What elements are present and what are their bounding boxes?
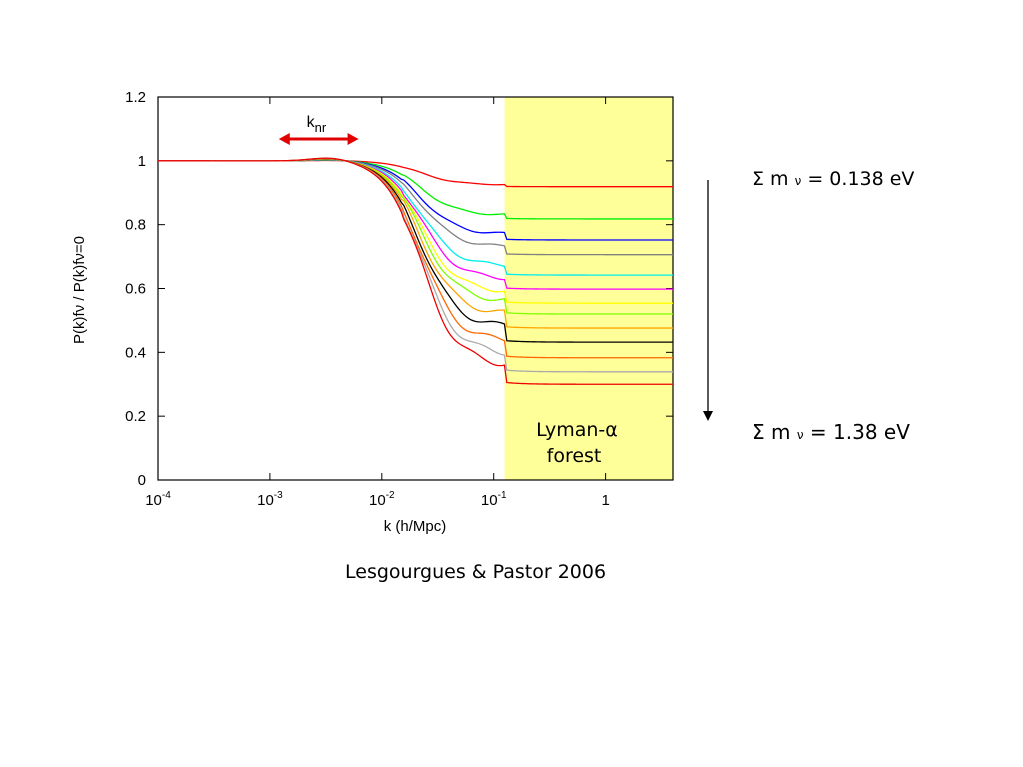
x-tick-label-exponent: -1 xyxy=(498,490,507,501)
y-tick-label: 0.8 xyxy=(125,217,146,234)
x-tick-label: 10-1 xyxy=(481,490,507,509)
x-tick-label-base: 10 xyxy=(481,492,498,509)
x-tick-label: 10-2 xyxy=(369,490,395,509)
knr-arrow-head-left xyxy=(278,133,290,145)
knr-label-subscript: nr xyxy=(315,120,327,135)
annotation-top-sum: Σ m xyxy=(752,168,789,190)
x-tick-label-base: 1 xyxy=(601,492,609,509)
knr-label: knr xyxy=(307,114,327,135)
y-tick-label: 1 xyxy=(138,153,146,170)
x-tick-label: 10-3 xyxy=(257,490,283,509)
x-axis-ticks: 10-4 10-3 10-2 10-1 1 xyxy=(145,97,610,509)
mass-range-arrow-head xyxy=(703,411,713,421)
annotation-top-mass: Σ m ν = 0.138 eV xyxy=(752,168,914,190)
chart-caption: Lesgourgues & Pastor 2006 xyxy=(345,561,607,583)
knr-annotation: knr xyxy=(278,114,359,145)
knr-label-main: k xyxy=(307,114,316,131)
x-tick-label: 1 xyxy=(601,492,609,509)
y-axis-label: P(k)fν / P(k)fν=0 xyxy=(71,236,88,344)
y-tick-label: 0.6 xyxy=(125,281,146,298)
annotation-bottom-value: = 1.38 eV xyxy=(803,420,910,444)
x-tick-label-exponent: -2 xyxy=(386,490,395,501)
y-tick-label: 0 xyxy=(138,472,146,489)
y-tick-label: 1.2 xyxy=(125,89,146,106)
y-tick-label: 0.2 xyxy=(125,408,146,425)
series-lines xyxy=(158,157,673,385)
y-axis-ticks: 0 0.2 0.4 0.6 0.8 1 1.2 xyxy=(125,89,673,489)
annotation-top-value: = 0.138 eV xyxy=(801,168,915,190)
x-tick-label-exponent: -3 xyxy=(274,490,283,501)
knr-arrow-head-right xyxy=(347,133,359,145)
x-tick-label: 10-4 xyxy=(145,490,171,509)
series-line-13 xyxy=(158,157,673,385)
annotation-bottom-nu: ν xyxy=(796,428,804,442)
annotation-bottom-sum: Σ m xyxy=(752,420,791,444)
x-tick-label-base: 10 xyxy=(257,492,274,509)
y-tick-label: 0.4 xyxy=(125,344,146,361)
region-label-line1: Lyman-α xyxy=(536,419,618,441)
region-label-line2: forest xyxy=(547,445,602,467)
x-tick-label-base: 10 xyxy=(369,492,386,509)
annotation-bottom-mass: Σ m ν = 1.38 eV xyxy=(752,420,910,444)
x-axis-label: k (h/Mpc) xyxy=(384,518,447,535)
x-tick-label-base: 10 xyxy=(145,492,162,509)
annotation-top-nu: ν xyxy=(794,174,802,188)
x-tick-label-exponent: -4 xyxy=(162,490,171,501)
